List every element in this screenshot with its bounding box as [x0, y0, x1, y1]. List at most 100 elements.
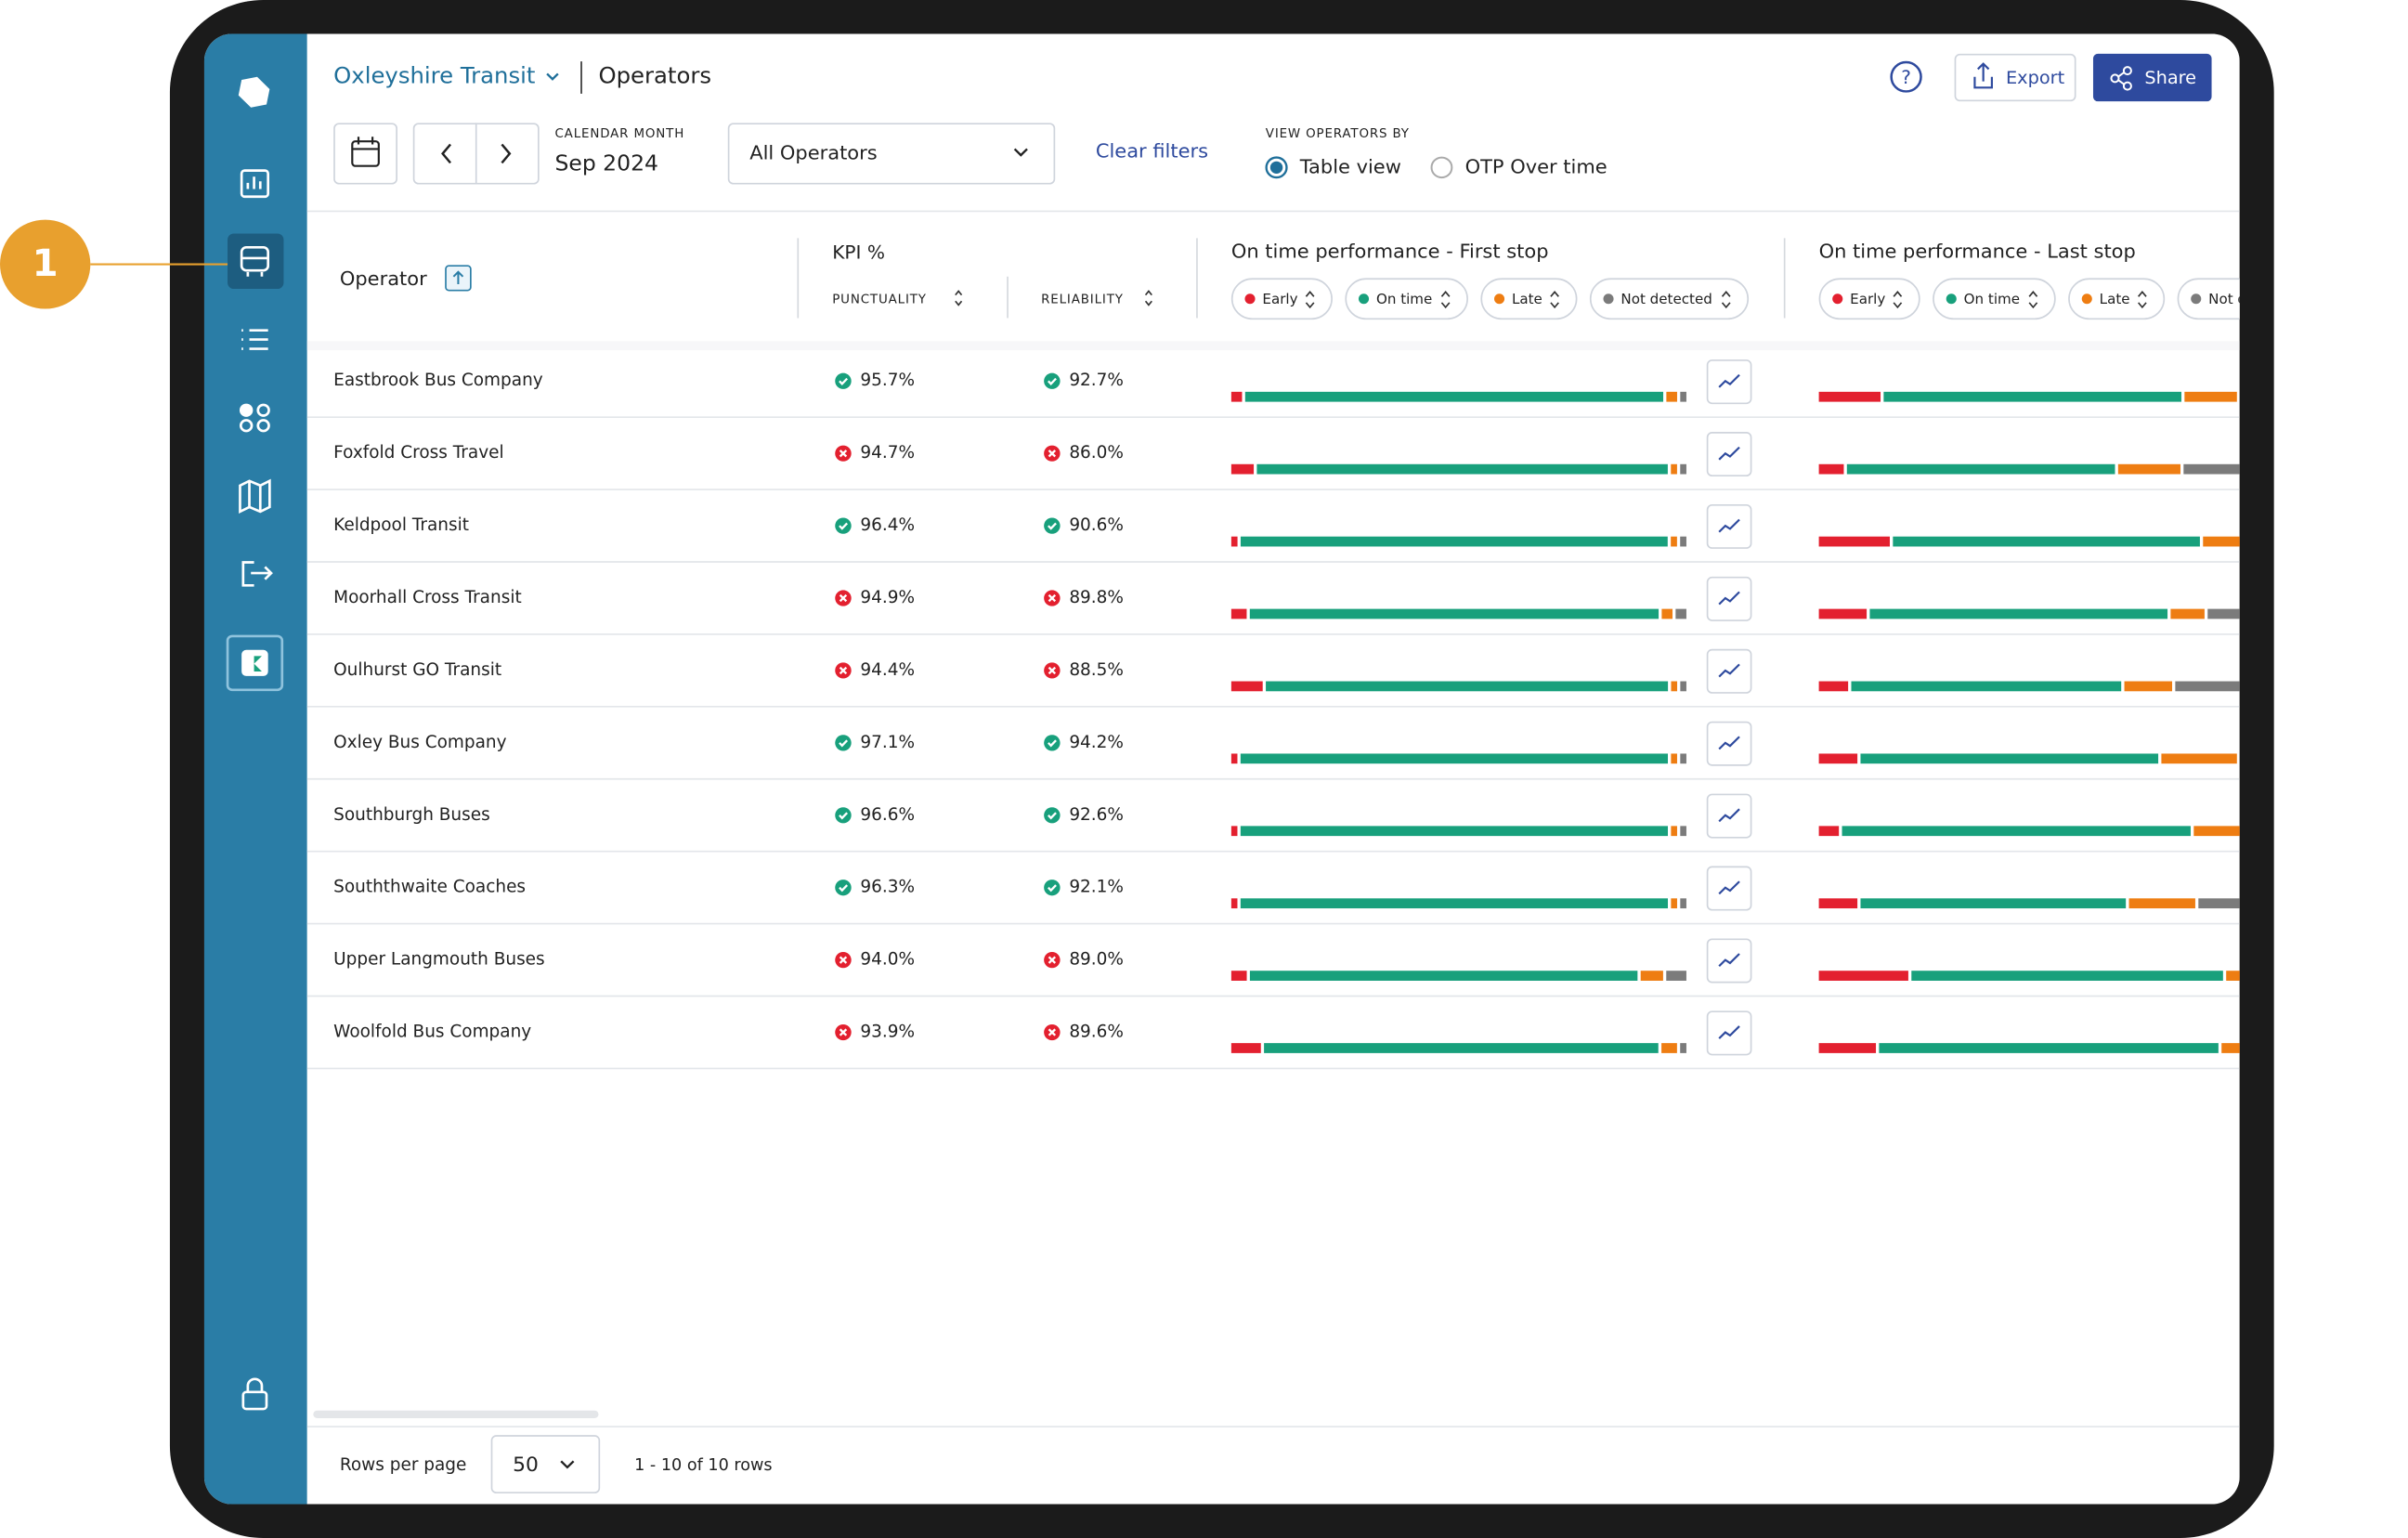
trend-button[interactable]	[1706, 648, 1752, 694]
punctuality: 94.7%	[860, 443, 915, 463]
trend-icon	[1718, 1025, 1740, 1039]
logo	[238, 76, 270, 108]
otp-segment	[1869, 608, 2168, 619]
trend-button[interactable]	[1706, 1010, 1752, 1056]
operator-name: Moorhall Cross Transit	[333, 588, 522, 607]
operator-dropdown-value: All Operators	[749, 142, 877, 164]
punctuality: 94.0%	[860, 950, 915, 970]
otp-segment	[1846, 463, 2115, 475]
legend-dot	[1946, 293, 1957, 305]
month-value: Sep 2024	[554, 151, 657, 176]
otp-segment	[1249, 608, 1660, 619]
trend-button[interactable]	[1706, 359, 1752, 405]
share-button[interactable]	[2092, 53, 2212, 102]
otp-segment	[2203, 536, 2240, 547]
operator-dropdown[interactable]	[727, 123, 1056, 185]
otp-segment	[1818, 971, 1908, 981]
legend-chip[interactable]	[1230, 278, 1333, 320]
nav-logout[interactable]	[241, 561, 273, 587]
legend-label: Late	[1512, 291, 1542, 307]
otp-segment	[1680, 463, 1686, 475]
legend-chip[interactable]	[2177, 278, 2336, 320]
otp-segment	[2170, 608, 2205, 619]
otp-segment	[1266, 681, 1669, 692]
otp-segment	[1230, 681, 1263, 692]
otp-segment	[1230, 971, 1247, 981]
otp-segment	[1661, 1043, 1677, 1053]
legend-dot	[1244, 293, 1256, 305]
nav-map[interactable]	[239, 478, 271, 515]
otp-segment	[1230, 391, 1243, 402]
otp-segment	[1680, 391, 1686, 402]
operator-name: Oxley Bus Company	[333, 733, 507, 752]
col-punctuality[interactable]: PUNCTUALITY	[832, 293, 927, 307]
callout-number: 1	[33, 242, 59, 285]
scrollbar[interactable]	[313, 1410, 599, 1418]
nav-lock[interactable]	[241, 1390, 268, 1411]
trend-button[interactable]	[1706, 866, 1752, 911]
trend-button[interactable]	[1706, 576, 1752, 621]
sort-icon	[1550, 291, 1559, 309]
operator-name: Eastbrook Bus Company	[333, 371, 543, 390]
radio-otp[interactable]	[1430, 156, 1453, 179]
nav-dashboard[interactable]	[240, 169, 270, 199]
legend-chip[interactable]	[2068, 278, 2166, 320]
icon-glyph	[839, 593, 848, 603]
row-range: 1 - 10 of 10 rows	[634, 1456, 773, 1475]
otp-segment	[1230, 826, 1238, 837]
help-button[interactable]	[1890, 60, 1922, 93]
otp-segment	[1240, 753, 1669, 764]
brand[interactable]: Oxleyshire Transit	[333, 63, 535, 89]
rows-per-page-value: 50	[513, 1453, 539, 1477]
otp-segment	[1240, 536, 1668, 547]
trend-button[interactable]	[1706, 432, 1752, 477]
otp-segment	[1230, 753, 1238, 764]
col-reliability[interactable]: RELIABILITY	[1041, 293, 1124, 307]
clear-filters[interactable]: Clear filters	[1096, 140, 1208, 163]
otp-segment	[2124, 681, 2173, 692]
pass-icon	[1044, 372, 1061, 389]
sort-icon	[2310, 292, 2317, 307]
svg-text:?: ?	[1901, 66, 1911, 88]
reliability: 86.0%	[1069, 443, 1124, 463]
punctuality: 96.6%	[860, 805, 915, 825]
otp-segment	[1240, 826, 1669, 837]
pass-icon	[835, 807, 852, 824]
punctuality: 94.9%	[860, 588, 915, 607]
legend-chip[interactable]	[1480, 278, 1578, 320]
calendar-button[interactable]	[333, 123, 397, 185]
icon-glyph	[1047, 812, 1057, 820]
reliability: 92.1%	[1069, 878, 1124, 897]
radio-table[interactable]	[1265, 156, 1288, 179]
legend-dot	[1358, 293, 1370, 305]
nav-operators-active[interactable]	[228, 233, 284, 290]
legend-chip[interactable]	[1818, 278, 1920, 320]
trend-icon	[1718, 953, 1740, 968]
otp-segment	[1818, 681, 1849, 692]
trend-icon	[1718, 373, 1740, 388]
trend-button[interactable]	[1706, 938, 1752, 984]
trend-button[interactable]	[1706, 503, 1752, 549]
legend-chip[interactable]	[1345, 278, 1468, 320]
otp-segment	[1818, 608, 1868, 619]
otp-segment	[2184, 391, 2237, 402]
trend-button[interactable]	[1706, 793, 1752, 839]
operator-name: Southburgh Buses	[333, 805, 490, 825]
legend-chip[interactable]	[1589, 278, 1750, 320]
rows-per-page-select[interactable]	[490, 1435, 601, 1494]
nav-list[interactable]	[241, 329, 268, 350]
trend-button[interactable]	[1706, 721, 1752, 766]
icon-glyph	[1048, 450, 1057, 458]
reliability: 92.6%	[1069, 805, 1124, 825]
trend-icon	[1718, 446, 1740, 461]
otp-segment	[1893, 536, 2200, 547]
col-operator[interactable]: Operator	[340, 267, 427, 290]
otp-segment	[1818, 1043, 1877, 1053]
reliability: 89.6%	[1069, 1023, 1124, 1042]
legend-chip[interactable]	[1933, 278, 2056, 320]
otp-segment	[1244, 391, 1664, 402]
otp-segment	[1851, 681, 2122, 692]
otp-segment	[1256, 463, 1668, 475]
punctuality: 95.7%	[860, 371, 915, 390]
otp-segment	[1680, 898, 1686, 909]
